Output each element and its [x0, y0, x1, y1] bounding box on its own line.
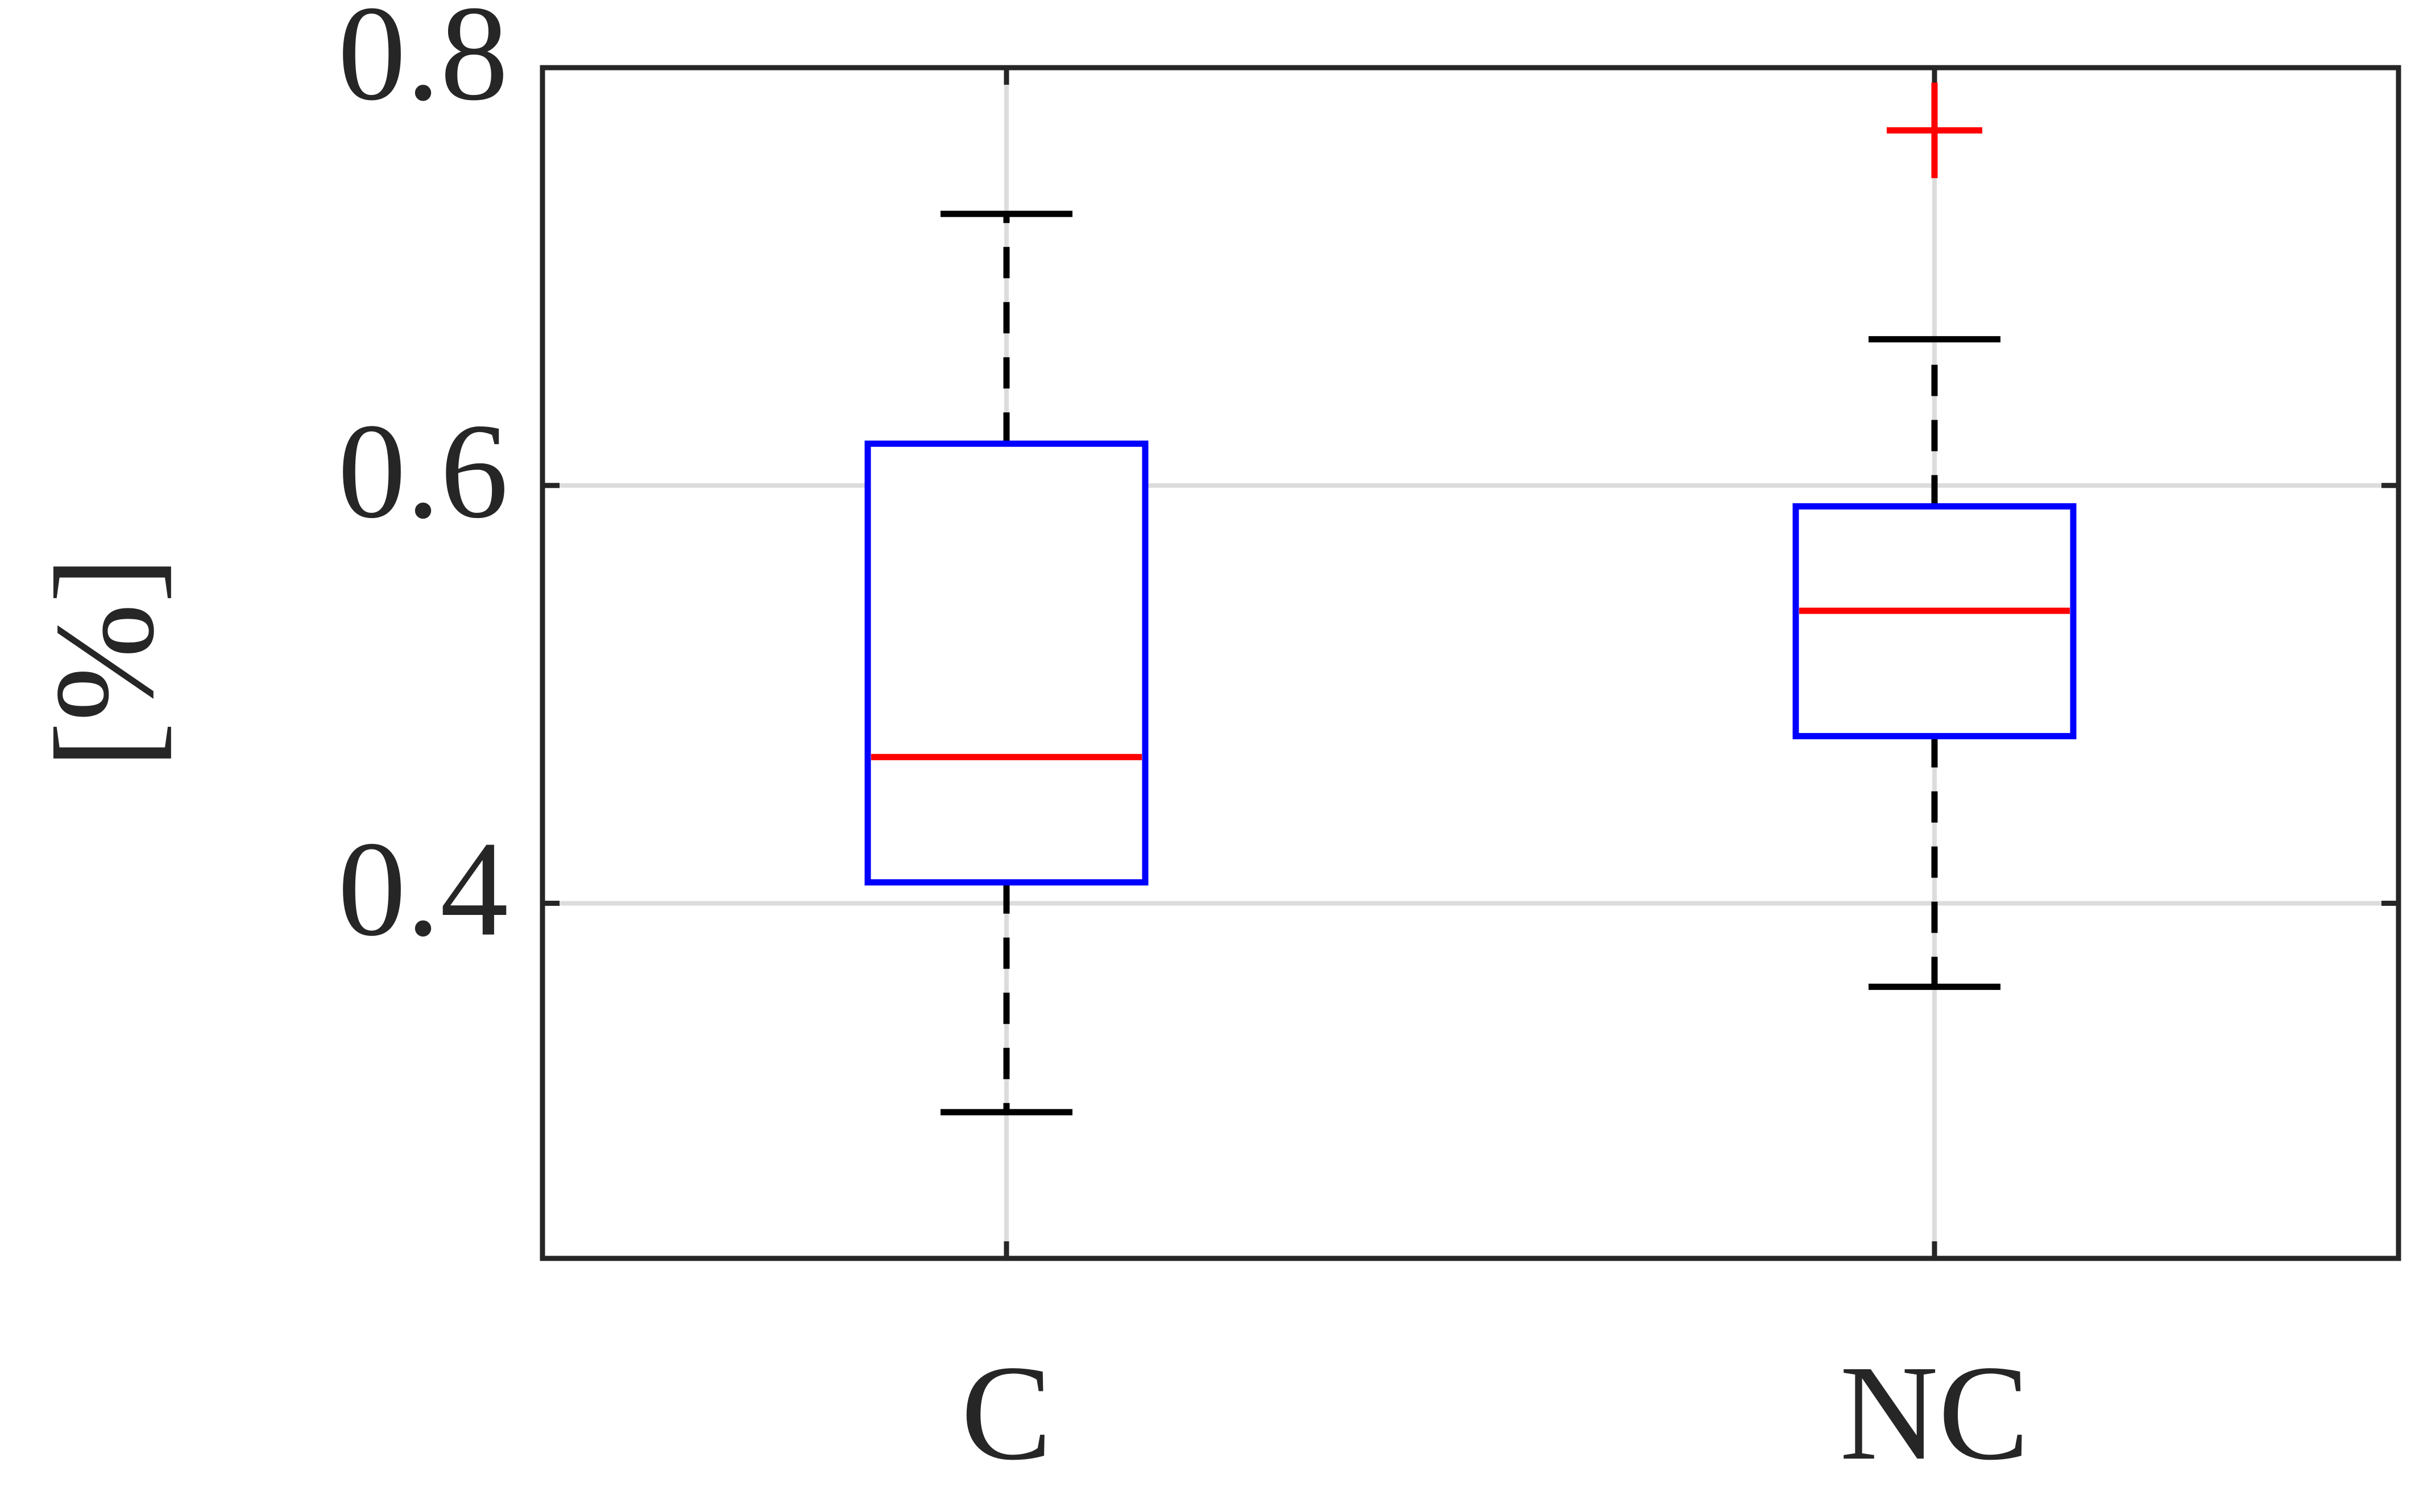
y-tick-label: 0.4	[338, 813, 508, 964]
box	[864, 440, 1149, 886]
y-tick-label: 0.6	[338, 395, 508, 546]
y-axis-label: [%]	[26, 556, 183, 769]
x-tick-label: NC	[1840, 1337, 2029, 1488]
x-tick-label: C	[961, 1337, 1052, 1488]
box	[1792, 503, 2077, 740]
axes-frame	[540, 65, 2401, 1261]
y-tick-label: 0.8	[338, 0, 508, 129]
outlier	[1887, 82, 1982, 179]
